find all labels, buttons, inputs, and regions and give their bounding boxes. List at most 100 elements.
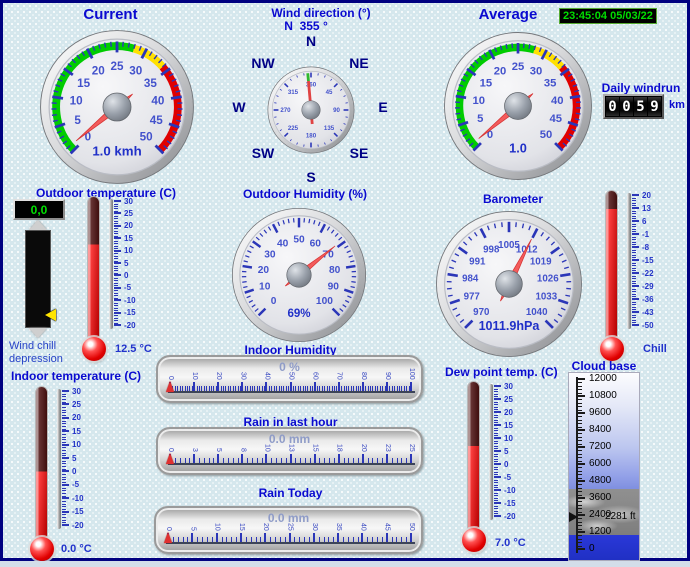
minor-tick [114, 208, 118, 210]
minor-tick [372, 458, 374, 463]
cloud-base-scale: 12000 10800 9600 8400 7200 6000 4800 3600 2400 12… [569, 373, 639, 560]
minor-tick [114, 292, 118, 294]
minor-tick [632, 236, 636, 238]
minor-tick [578, 457, 582, 459]
tick-label: 45 [383, 523, 391, 531]
tick-label: -10 [504, 485, 516, 495]
wind-chill-marker-icon[interactable] [45, 309, 56, 321]
tick-label: 23 [383, 444, 391, 452]
major-tick [62, 510, 69, 513]
wind-chill-line1: Wind chill [9, 340, 57, 352]
minor-tick [578, 477, 582, 479]
major-tick [578, 412, 585, 414]
minor-tick [578, 491, 582, 493]
gauge-caption: 1011.9hPa [479, 319, 541, 333]
minor-tick [250, 537, 252, 542]
outdoor-temp-reading: 12.5 °C [115, 343, 152, 355]
tick-label: 40 [359, 523, 367, 531]
tick-label: 20 [262, 523, 270, 531]
minor-tick [280, 458, 282, 463]
tick-label: 10 [124, 246, 133, 256]
major-tick [578, 429, 585, 431]
slider-up-arrow-icon[interactable] [29, 220, 47, 230]
odometer-digit: 0 [606, 97, 619, 116]
wind-chill-depression-label: Wind chill depression [9, 340, 63, 366]
minor-tick [578, 419, 582, 421]
tick-label: 13 [287, 444, 295, 452]
wind-chill-slider-track[interactable] [25, 230, 56, 328]
tick-label: 8400 [589, 424, 612, 435]
minor-tick [401, 386, 403, 391]
major-tick [193, 454, 196, 463]
minor-tick [384, 386, 386, 391]
minor-tick [177, 537, 179, 542]
tick-label: 18 [335, 444, 343, 452]
minor-tick [578, 433, 582, 435]
minor-tick [578, 450, 582, 452]
minor-tick [62, 433, 66, 435]
minor-tick [196, 386, 198, 391]
svg-text:135: 135 [324, 125, 335, 132]
slider-down-arrow-icon[interactable] [29, 328, 47, 338]
major-tick [239, 533, 242, 542]
minor-tick [343, 458, 345, 463]
minor-tick [578, 474, 582, 476]
minor-tick [307, 386, 309, 391]
minor-tick [494, 458, 498, 460]
minor-tick [632, 265, 636, 267]
minor-tick [62, 396, 66, 398]
minor-tick [323, 537, 325, 542]
minor-tick [213, 458, 215, 463]
cardinal-se: SE [349, 145, 369, 161]
tick-label: 25 [124, 208, 133, 218]
tick-label: 50 [287, 372, 295, 380]
tick-label: 13 [642, 203, 651, 213]
minor-tick [347, 537, 349, 542]
minor-tick [345, 386, 347, 391]
tick-label: 0 [165, 527, 172, 531]
tick-label: 0 [72, 466, 77, 476]
gauge-caption: 1.0 [509, 141, 527, 156]
cardinal-s: S [306, 169, 316, 185]
minor-tick [632, 270, 636, 272]
minor-tick [632, 231, 636, 233]
minor-tick [114, 315, 118, 317]
compass-hub [301, 100, 321, 120]
major-tick [62, 483, 69, 486]
minor-tick [114, 317, 118, 319]
major-tick [494, 489, 501, 491]
minor-tick [632, 249, 636, 251]
tick-label: 5 [215, 448, 223, 452]
major-tick [578, 531, 585, 533]
minor-tick [62, 503, 66, 505]
svg-text:40: 40 [551, 95, 564, 107]
major-tick [288, 533, 291, 542]
tick-label: 0 [589, 543, 595, 554]
rain-today-title: Rain Today [258, 486, 323, 500]
major-tick [313, 382, 316, 391]
thermometer-tube [36, 387, 47, 537]
major-tick [193, 382, 196, 391]
minor-tick [261, 386, 263, 391]
minor-tick [197, 537, 199, 542]
minor-tick [632, 291, 636, 293]
minor-tick [231, 537, 233, 542]
minor-tick [494, 432, 498, 434]
minor-tick [578, 545, 582, 547]
minor-tick [578, 399, 582, 401]
cardinal-n: N [305, 33, 317, 49]
minor-tick [494, 393, 498, 395]
tick-label: 25 [408, 444, 415, 452]
minor-tick [62, 482, 66, 484]
major-tick [632, 207, 639, 209]
tick-label: 70 [335, 372, 343, 380]
minor-tick [632, 301, 636, 303]
svg-text:15: 15 [77, 77, 91, 90]
tick-label: -10 [124, 295, 136, 305]
minor-tick [198, 458, 200, 463]
minor-tick [62, 407, 66, 409]
minor-tick [211, 386, 212, 391]
indoor-humidity-bar: 0 % 0 10 20 30 40 50 60 70 80 90 100 [156, 355, 423, 403]
minor-tick [249, 386, 251, 391]
minor-tick [284, 537, 286, 542]
